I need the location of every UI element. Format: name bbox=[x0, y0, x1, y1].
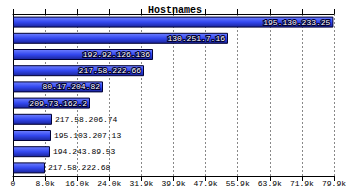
svg-text:39.9k: 39.9k bbox=[161, 179, 185, 188]
svg-text:192.92.126.136: 192.92.126.136 bbox=[83, 50, 150, 59]
svg-text:217.58.222.68: 217.58.222.68 bbox=[48, 163, 111, 172]
svg-text:217.58.206.74: 217.58.206.74 bbox=[55, 115, 118, 124]
svg-text:209.73.162.2: 209.73.162.2 bbox=[29, 99, 87, 108]
svg-text:71.9k: 71.9k bbox=[290, 179, 314, 188]
svg-text:55.9k: 55.9k bbox=[226, 179, 250, 188]
svg-text:79.9k: 79.9k bbox=[322, 179, 346, 188]
svg-text:195.103.207.13: 195.103.207.13 bbox=[54, 131, 121, 140]
svg-text:8.0k: 8.0k bbox=[35, 179, 54, 188]
svg-text:Hostnames: Hostnames bbox=[148, 5, 202, 16]
svg-text:16.0k: 16.0k bbox=[65, 179, 89, 188]
svg-text:130.251.7.16: 130.251.7.16 bbox=[167, 34, 225, 43]
svg-text:194.243.89.53: 194.243.89.53 bbox=[53, 147, 116, 156]
svg-text:31.9k: 31.9k bbox=[129, 179, 153, 188]
svg-text:24.0k: 24.0k bbox=[97, 179, 121, 188]
svg-text:217.58.222.66: 217.58.222.66 bbox=[79, 66, 142, 75]
svg-text:63.9k: 63.9k bbox=[258, 179, 282, 188]
svg-text:0: 0 bbox=[11, 179, 16, 188]
svg-text:47.9k: 47.9k bbox=[194, 179, 218, 188]
svg-text:195.130.233.25: 195.130.233.25 bbox=[263, 18, 330, 27]
svg-text:80.17.204.82: 80.17.204.82 bbox=[42, 82, 100, 91]
